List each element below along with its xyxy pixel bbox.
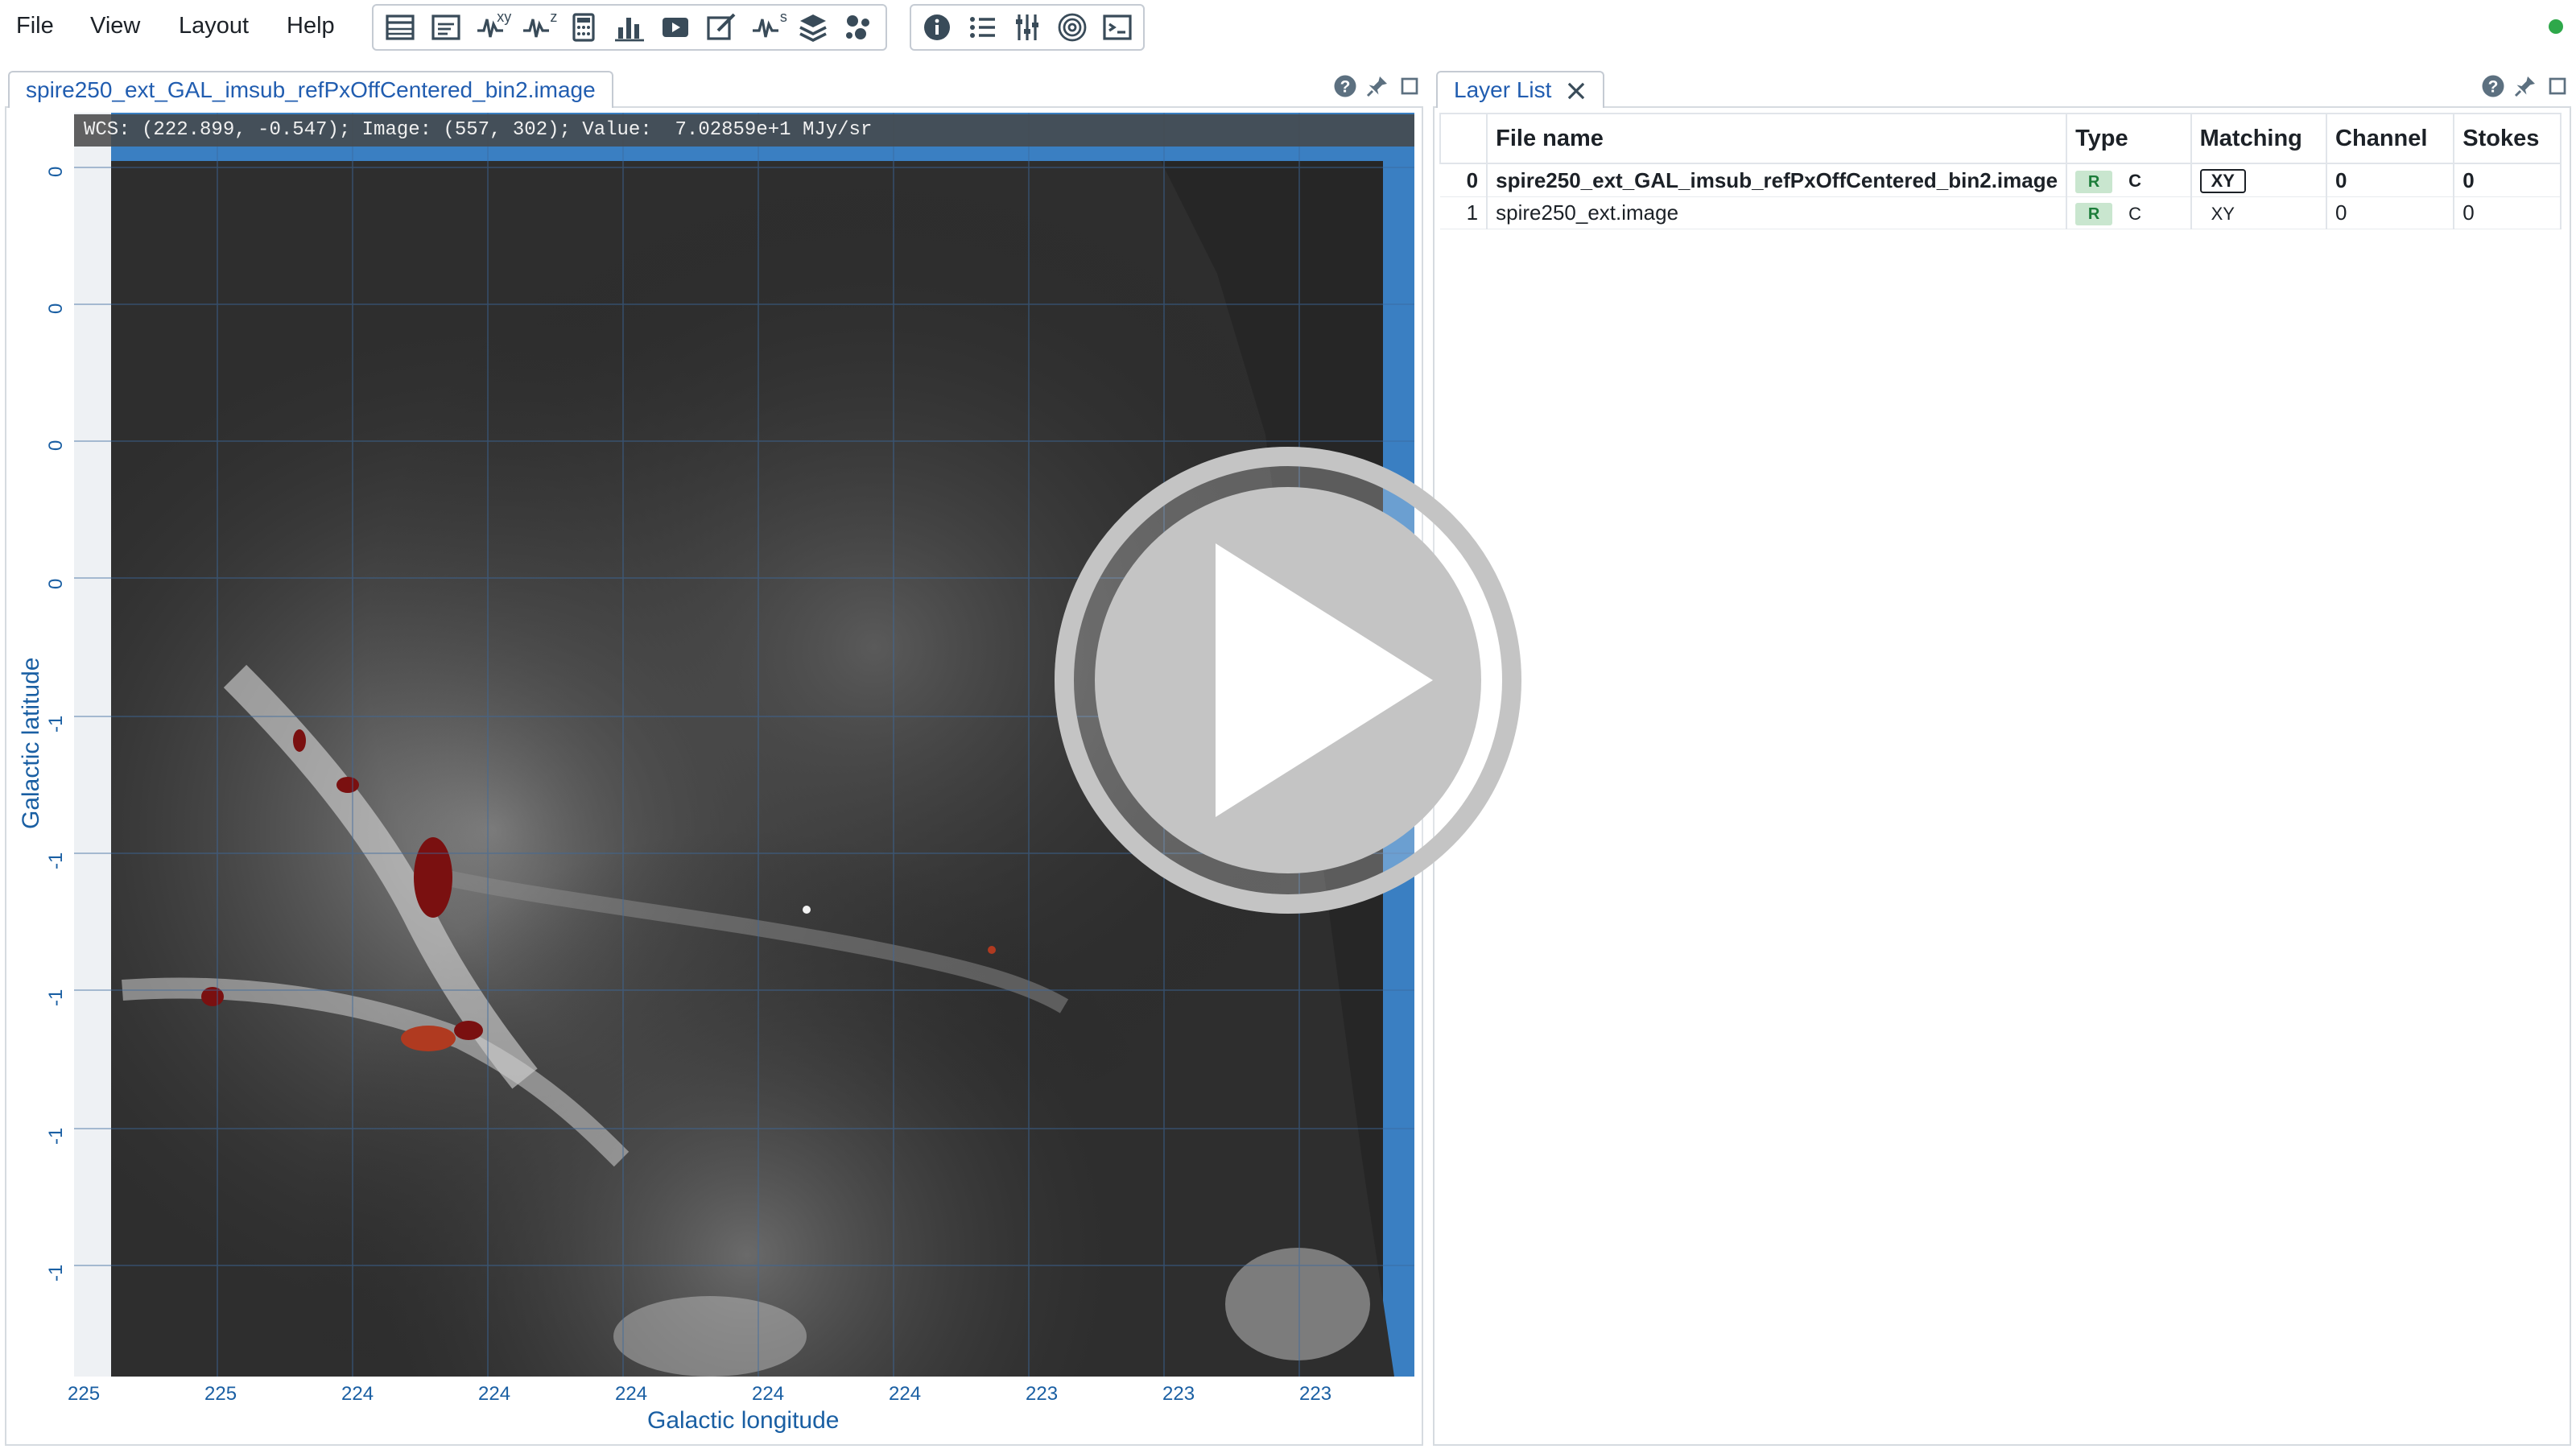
tab-layer-list[interactable]: Layer List: [1436, 71, 1605, 108]
x-tick-label: 223: [1299, 1383, 1332, 1405]
row-channel: 0: [2326, 196, 2455, 230]
histogram-icon[interactable]: [606, 7, 652, 47]
help-icon[interactable]: ?: [1333, 74, 1357, 98]
spatial-profile-xy-icon[interactable]: xy: [469, 7, 514, 47]
raster-badge[interactable]: R: [2075, 203, 2113, 226]
region-list-icon[interactable]: [960, 7, 1005, 47]
menu-layout[interactable]: Layout: [179, 13, 250, 39]
contour-type[interactable]: C: [2128, 171, 2141, 192]
y-tick-label: 0: [45, 578, 67, 589]
row-matching: XY: [2190, 196, 2328, 230]
table-icon[interactable]: [377, 7, 423, 47]
widget-toolbar: xy z s: [372, 4, 887, 51]
log-icon[interactable]: [1095, 7, 1140, 47]
col-stokes[interactable]: Stokes: [2453, 113, 2562, 164]
layer-table: File name Type Matching Channel Stokes 0…: [1439, 113, 2562, 230]
x-tick-label: 223: [1162, 1383, 1195, 1405]
col-type[interactable]: Type: [2066, 113, 2192, 164]
animator-icon[interactable]: [653, 7, 699, 47]
y-tick-label: -1: [45, 715, 67, 733]
pin-icon[interactable]: [1365, 74, 1389, 98]
x-tick-label: 224: [615, 1383, 648, 1405]
maximize-icon[interactable]: [1397, 74, 1422, 98]
y-tick-label: -1: [45, 989, 67, 1006]
x-tick-label: 224: [889, 1383, 922, 1405]
y-tick-label: -1: [45, 852, 67, 869]
edit-icon[interactable]: [699, 7, 745, 47]
col-index: [1439, 113, 1488, 164]
tab-image-viewer[interactable]: spire250_ext_GAL_imsub_refPxOffCentered_…: [8, 71, 613, 108]
x-tick-label: 224: [341, 1383, 374, 1405]
close-icon[interactable]: [1566, 80, 1587, 101]
row-channel: 0: [2326, 163, 2455, 197]
col-matching[interactable]: Matching: [2190, 113, 2328, 164]
y-tick-label: -1: [45, 1127, 67, 1145]
row-file-name[interactable]: spire250_ext_GAL_imsub_refPxOffCentered_…: [1487, 163, 2068, 197]
row-file-name[interactable]: spire250_ext.image: [1487, 196, 2068, 230]
svg-text:?: ?: [2488, 78, 2499, 97]
menu-help[interactable]: Help: [287, 13, 335, 39]
info-icon[interactable]: [914, 7, 960, 47]
svg-text:?: ?: [1340, 78, 1351, 97]
layer-list-panel: [1433, 106, 2571, 1446]
x-tick-label: 224: [478, 1383, 511, 1405]
y-axis-label: Galactic latitude: [18, 657, 44, 829]
layers-icon[interactable]: [791, 7, 836, 47]
z-superscript: z: [550, 9, 558, 25]
contour-icon[interactable]: [1050, 7, 1095, 47]
s-superscript: s: [779, 9, 787, 25]
image-canvas[interactable]: [74, 113, 1414, 1377]
render-config-icon[interactable]: [1005, 7, 1050, 47]
matching-toggle[interactable]: XY: [2199, 169, 2246, 193]
row-matching: XY: [2190, 163, 2328, 197]
row-index: 0: [1440, 163, 1488, 197]
xy-superscript: xy: [497, 9, 512, 25]
pin-icon[interactable]: [2513, 74, 2537, 98]
table-header-row: File name Type Matching Channel Stokes: [1439, 113, 2562, 164]
y-tick-label: 0: [45, 166, 67, 177]
layer-list-tab-label: Layer List: [1454, 77, 1552, 102]
col-channel[interactable]: Channel: [2326, 113, 2455, 164]
connection-status-indicator: [2549, 19, 2563, 34]
raster-badge[interactable]: R: [2075, 170, 2113, 193]
menu-bar: File View Layout Help xy z: [0, 0, 2576, 55]
header-icon[interactable]: [423, 7, 469, 47]
x-tick-label: 225: [204, 1383, 237, 1405]
cursor-info-bar: WCS: (222.899, -0.547); Image: (557, 302…: [74, 114, 1414, 147]
col-file-name[interactable]: File name: [1486, 113, 2068, 164]
row-stokes: 0: [2454, 196, 2562, 230]
spectral-profile-z-icon[interactable]: z: [514, 7, 560, 47]
menu-file[interactable]: File: [16, 13, 54, 39]
viewer-panel-controls: ?: [1333, 74, 1422, 98]
stokes-profile-icon[interactable]: s: [745, 7, 791, 47]
x-axis-label: Galactic longitude: [647, 1407, 840, 1434]
x-tick-label: 224: [752, 1383, 785, 1405]
maximize-icon[interactable]: [2545, 74, 2570, 98]
play-icon: [1055, 447, 1521, 914]
y-tick-label: 0: [45, 303, 67, 314]
matching-toggle[interactable]: XY: [2211, 204, 2235, 225]
dialog-toolbar: [910, 4, 1145, 51]
table-row[interactable]: 0 spire250_ext_GAL_imsub_refPxOffCentere…: [1440, 163, 2562, 197]
y-tick-label: 0: [45, 440, 67, 451]
x-tick-label: 225: [68, 1383, 101, 1405]
contour-type[interactable]: C: [2128, 204, 2141, 225]
video-play-overlay[interactable]: [1046, 439, 1530, 922]
calculator-icon[interactable]: [560, 7, 606, 47]
help-icon[interactable]: ?: [2481, 74, 2505, 98]
x-tick-label: 223: [1026, 1383, 1059, 1405]
layer-panel-controls: ?: [2481, 74, 2570, 98]
menu-view[interactable]: View: [90, 13, 141, 39]
catalog-icon[interactable]: [836, 7, 882, 47]
row-stokes: 0: [2454, 163, 2562, 197]
row-index: 1: [1440, 196, 1488, 230]
y-tick-label: -1: [45, 1264, 67, 1282]
